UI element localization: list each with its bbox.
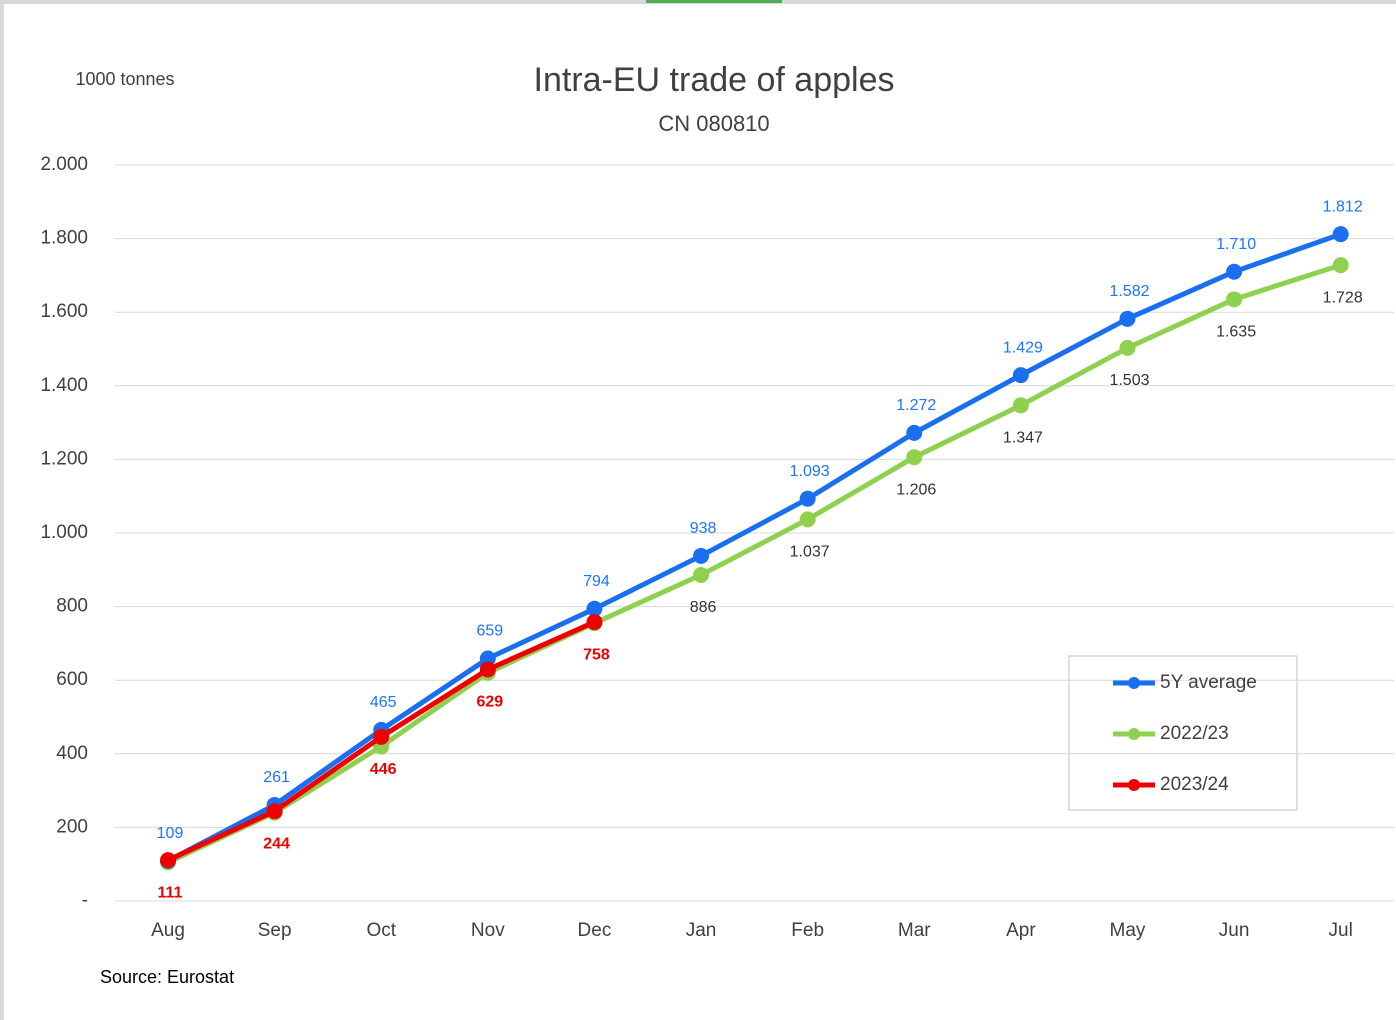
y-tick-label: 600 (56, 669, 88, 690)
y-tick-label: 1.000 (40, 522, 88, 543)
data-label: 1.093 (790, 463, 830, 480)
data-point (1332, 257, 1349, 274)
legend-label: 2023/24 (1160, 774, 1229, 795)
data-point (1012, 397, 1029, 414)
data-label: 794 (583, 573, 610, 590)
data-point (160, 852, 177, 869)
data-label: 1.503 (1109, 372, 1149, 389)
data-point (1012, 367, 1029, 384)
legend-label: 2022/23 (1160, 723, 1229, 744)
data-point (1226, 263, 1243, 280)
data-point (586, 614, 603, 631)
y-tick-label: 1.800 (40, 228, 88, 249)
tab-indicator (646, 0, 782, 3)
x-tick-label: May (1110, 920, 1146, 941)
chart-subtitle: CN 080810 (658, 111, 769, 136)
legend-label: 5Y average (1160, 672, 1257, 693)
data-point (479, 661, 496, 678)
left-border (0, 0, 4, 1020)
data-point (373, 728, 390, 745)
data-label: 109 (157, 825, 184, 842)
data-point (1226, 291, 1243, 308)
y-tick-label: 1.400 (40, 375, 88, 396)
data-label: 1.728 (1323, 289, 1363, 306)
y-tick-label: 200 (56, 816, 88, 837)
series-line (166, 262, 1342, 865)
data-label: 1.272 (896, 397, 936, 414)
data-label: 111 (158, 884, 183, 901)
x-tick-label: Feb (791, 920, 824, 941)
data-label: 629 (476, 694, 503, 711)
data-point (693, 547, 710, 564)
data-point (1119, 339, 1136, 356)
x-tick-label: Dec (578, 920, 612, 941)
data-point (586, 600, 603, 617)
data-label: 1.429 (1003, 339, 1043, 356)
x-tick-label: Jun (1219, 920, 1250, 941)
x-tick-label: Jan (686, 920, 717, 941)
data-label: 1.812 (1323, 198, 1363, 215)
x-tick-label: Oct (366, 920, 396, 941)
data-point (906, 424, 923, 441)
data-point (1332, 226, 1349, 243)
y-tick-label: 2.000 (40, 154, 88, 175)
y-tick-label: 400 (56, 743, 88, 764)
legend-marker (1128, 677, 1140, 689)
chart-title: Intra-EU trade of apples (534, 61, 895, 99)
x-tick-label: Sep (258, 920, 292, 941)
data-label: 1.635 (1216, 324, 1256, 341)
data-label: 465 (370, 694, 397, 711)
data-label: 1.206 (896, 481, 936, 498)
data-label: 1.710 (1216, 236, 1256, 253)
series-line (166, 231, 1342, 864)
legend-marker (1128, 779, 1140, 791)
data-label: 938 (690, 520, 717, 537)
data-label: 1.582 (1109, 283, 1149, 300)
data-point (693, 566, 710, 583)
x-tick-label: Apr (1006, 920, 1036, 941)
data-label: 1.037 (790, 544, 830, 561)
source-note: Source: Eurostat (100, 967, 234, 987)
x-tick-label: Mar (898, 920, 931, 941)
y-tick-label: 1.600 (40, 301, 88, 322)
legend-marker (1128, 728, 1140, 740)
y-tick-label: 1.200 (40, 448, 88, 469)
y-axis-unit: 1000 tonnes (75, 69, 174, 89)
x-tick-label: Jul (1329, 920, 1353, 941)
data-point (799, 511, 816, 528)
legend-box (1068, 655, 1298, 811)
x-tick-label: Aug (151, 920, 185, 941)
data-point (1119, 310, 1136, 327)
y-tick-label: 800 (56, 596, 88, 617)
x-tick-label: Nov (471, 920, 505, 941)
data-label: 446 (370, 761, 397, 778)
data-label: 659 (476, 623, 503, 640)
data-label: 244 (263, 835, 290, 852)
data-label: 886 (690, 599, 717, 616)
data-label: 758 (583, 646, 610, 663)
data-label: 261 (263, 769, 290, 786)
data-point (479, 650, 496, 667)
data-label: 1.347 (1003, 430, 1043, 447)
data-point (799, 490, 816, 507)
data-point (266, 803, 283, 820)
y-tick-label: - (82, 890, 88, 911)
data-point (906, 449, 923, 466)
